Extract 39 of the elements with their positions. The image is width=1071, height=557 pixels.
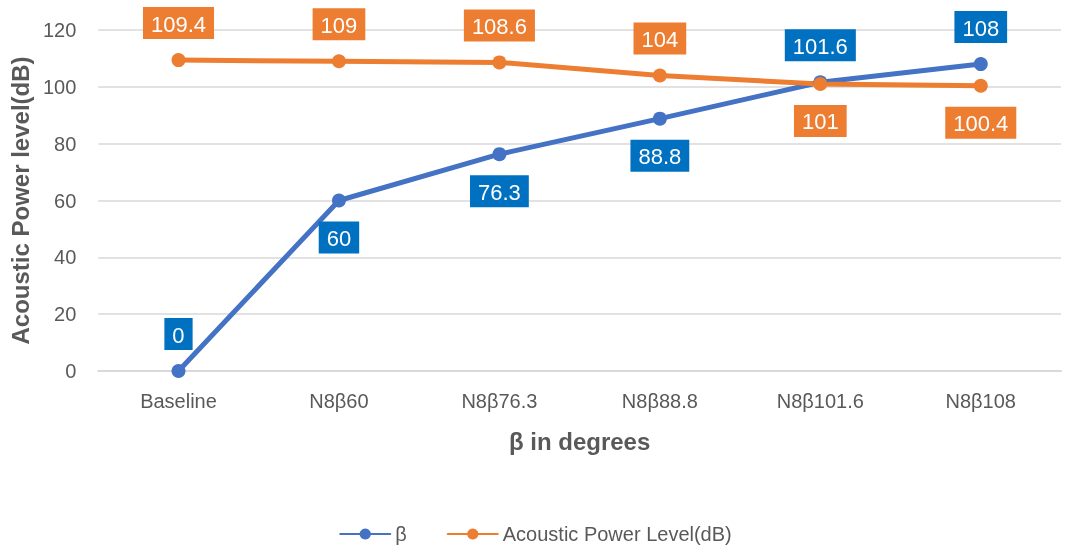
point [973, 78, 988, 93]
data-label: 88.8 [638, 144, 682, 170]
x-tick-label: N8β88.8 [621, 390, 698, 412]
y-tick-label: 0 [65, 360, 77, 382]
x-tick-label: N8β101.6 [776, 390, 864, 412]
y-tick-label: 60 [54, 189, 77, 212]
data-label: 76.3 [477, 179, 521, 205]
legend-label: β [395, 523, 407, 545]
data-label: 104 [641, 26, 679, 52]
x-tick-label: N8β76.3 [461, 390, 538, 412]
data-label: 101.6 [792, 33, 848, 59]
data-label: 101 [801, 109, 839, 135]
x-axis-title: β in degrees [508, 427, 651, 455]
data-label: 108.6 [471, 13, 527, 39]
point [171, 364, 186, 378]
point [652, 111, 667, 126]
point [973, 57, 988, 72]
point [331, 54, 346, 69]
data-label: 60 [326, 226, 352, 251]
legend-label: Acoustic Power Level(dB) [502, 523, 732, 545]
point [171, 53, 186, 68]
data-label: 109 [320, 12, 358, 38]
point [492, 55, 507, 70]
y-tick-label: 20 [54, 303, 77, 326]
data-label: 100.4 [953, 111, 1009, 137]
y-tick-label: 80 [54, 132, 77, 155]
point [492, 147, 507, 162]
x-tick-label: Baseline [140, 390, 217, 412]
data-label: 0 [172, 322, 185, 348]
point [331, 193, 346, 208]
y-axis-title: Acoustic Power level(dB) [6, 56, 34, 345]
y-tick-label: 100 [42, 75, 77, 98]
y-tick-label: 120 [42, 19, 77, 41]
point [652, 68, 667, 83]
x-tick-label: N8β108 [945, 390, 1016, 412]
data-label: 108 [962, 15, 1000, 41]
x-tick-label: N8β60 [309, 390, 369, 412]
y-tick-label: 40 [54, 246, 77, 269]
data-label: 109.4 [150, 11, 207, 37]
